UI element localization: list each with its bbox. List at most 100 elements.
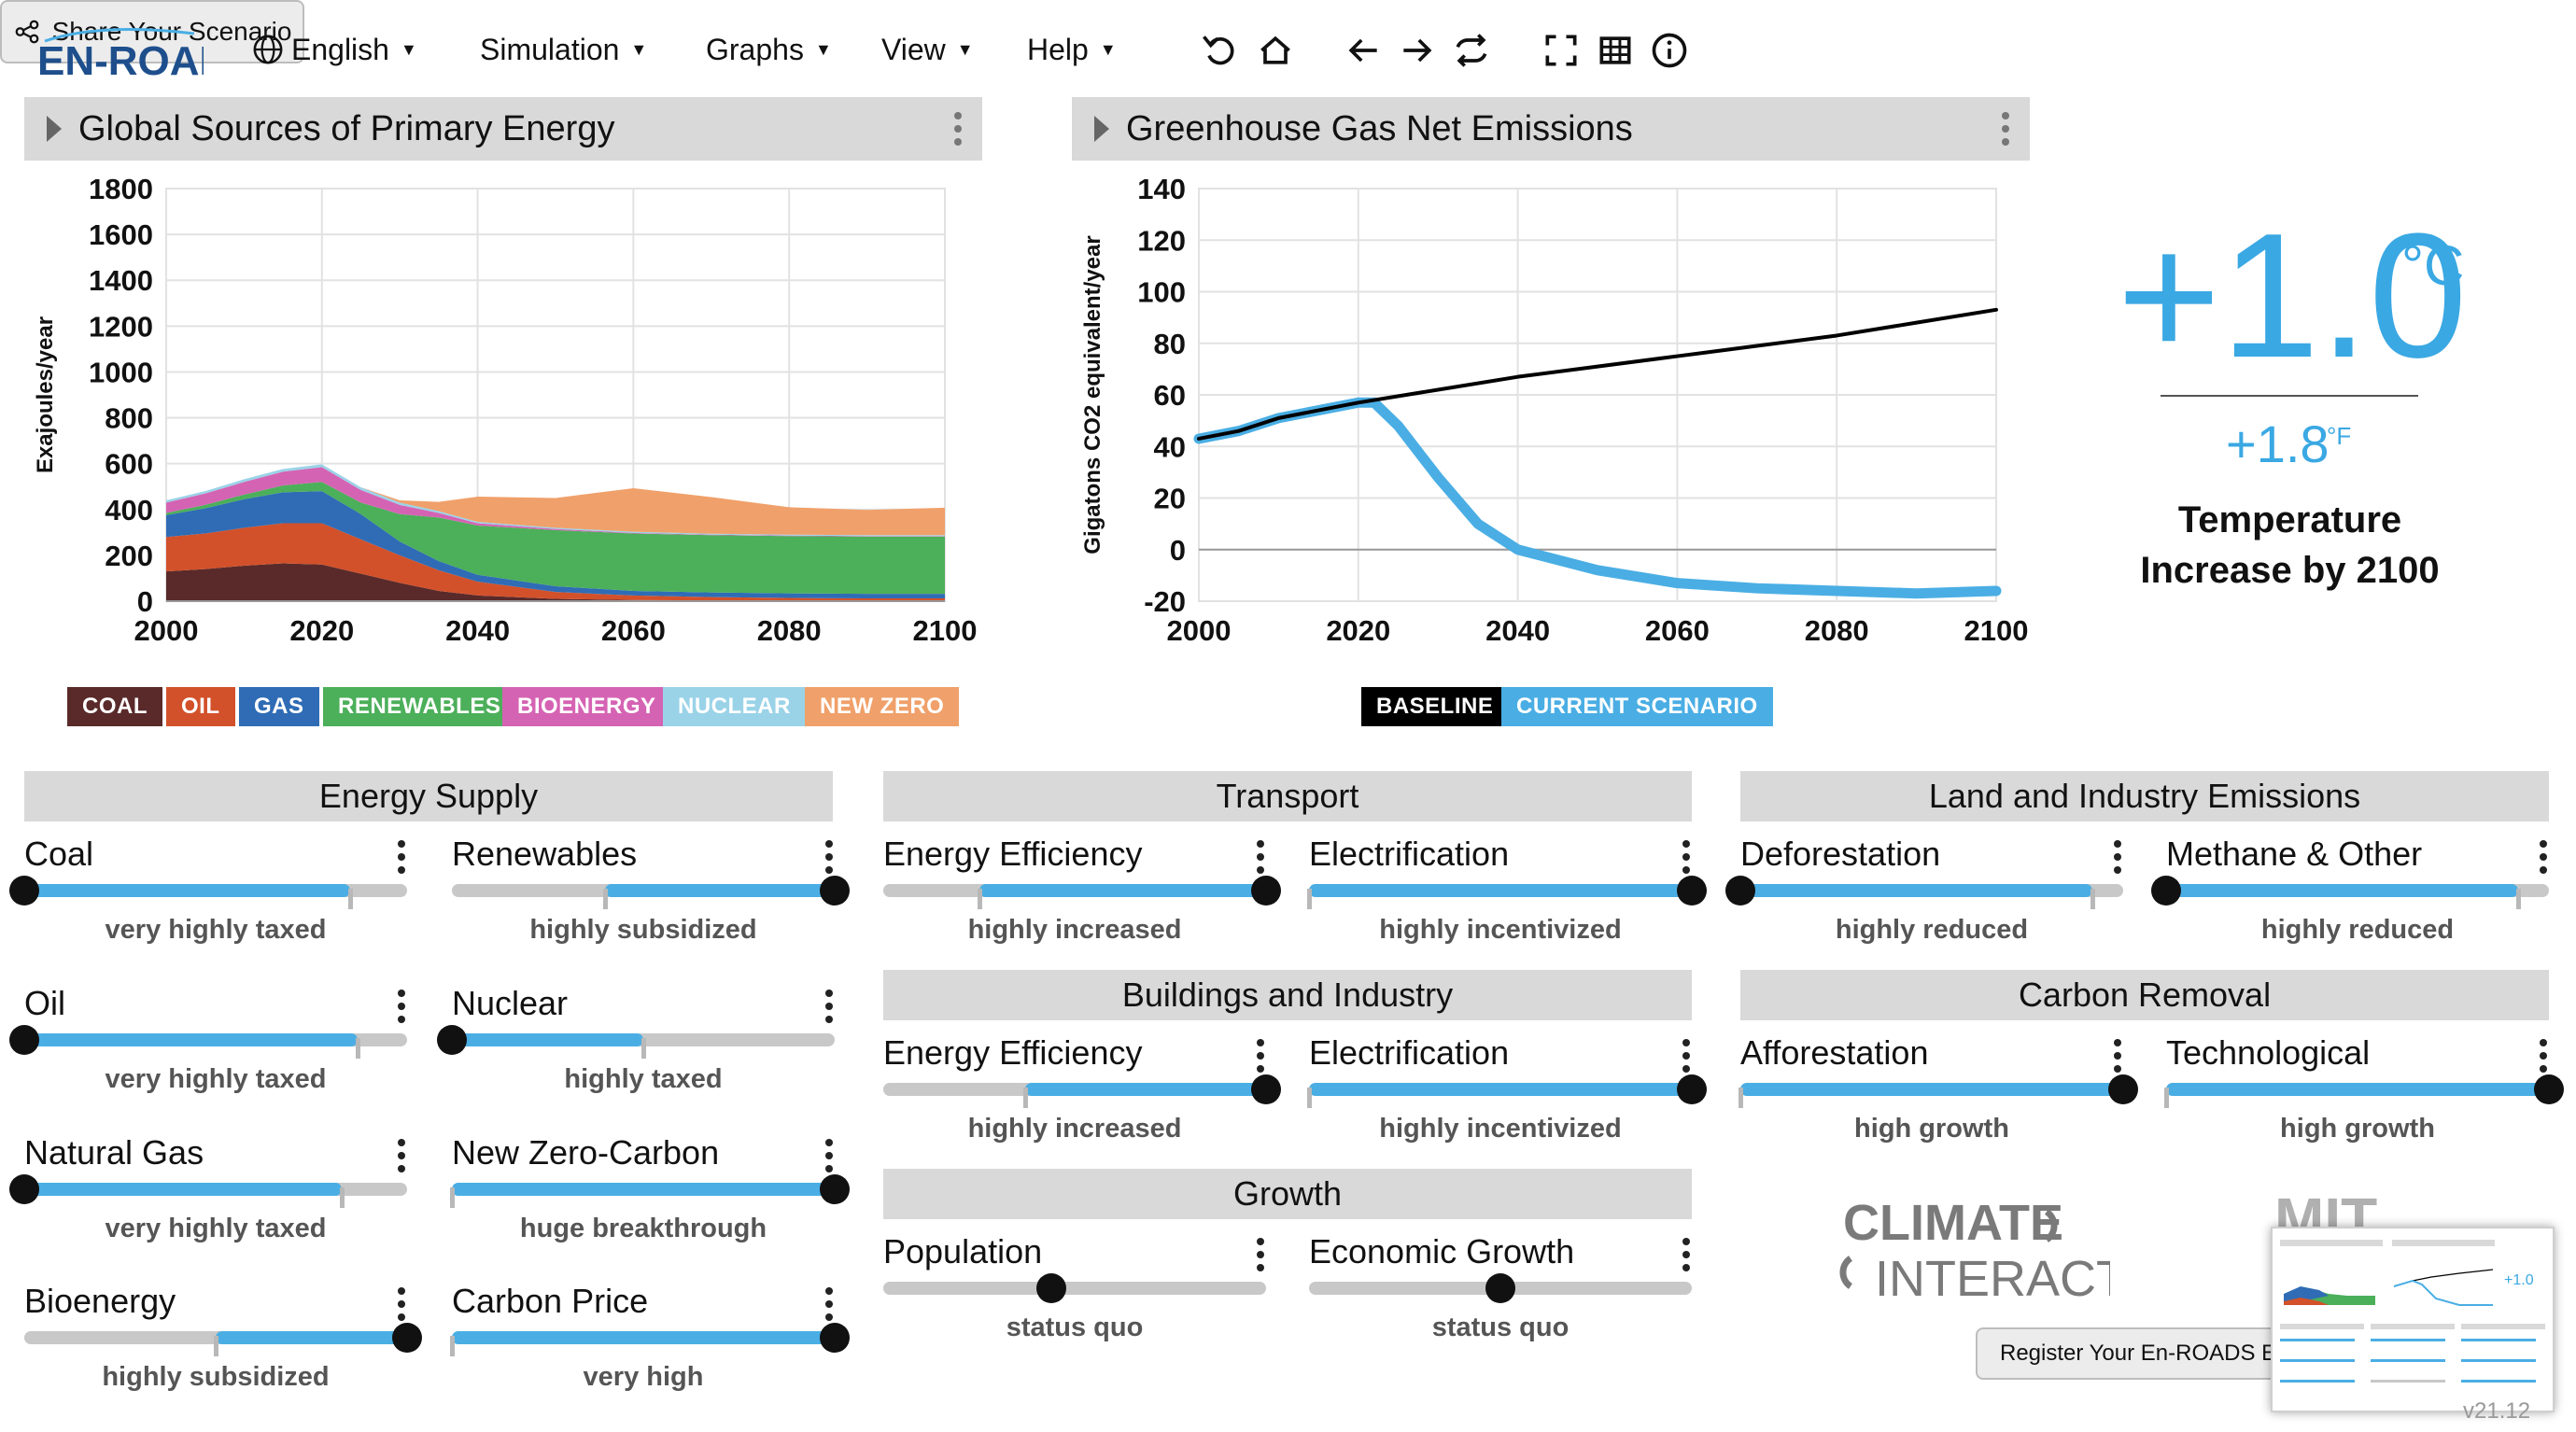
slider-handle[interactable]	[1485, 1273, 1515, 1303]
screenshot-thumbnail[interactable]: +1.0	[2271, 1227, 2555, 1412]
slider-handle[interactable]	[820, 1174, 850, 1204]
menu-view[interactable]: View ▼	[881, 28, 974, 71]
menu-language[interactable]: English ▼	[252, 28, 417, 71]
more-options-icon[interactable]	[396, 838, 407, 876]
expand-triangle-icon[interactable]	[1094, 116, 1109, 142]
slider-track-fill	[452, 1033, 643, 1046]
compare-icon[interactable]	[1451, 30, 1492, 71]
more-options-icon[interactable]	[823, 1137, 835, 1174]
slider-handle[interactable]	[1036, 1273, 1067, 1303]
slider-track[interactable]	[1307, 1074, 1707, 1108]
more-options-icon[interactable]	[952, 110, 964, 147]
slider-track[interactable]	[883, 1074, 1281, 1108]
more-options-icon[interactable]	[1255, 1037, 1266, 1074]
slider-track[interactable]	[1307, 876, 1707, 909]
slider-track[interactable]	[450, 1323, 850, 1356]
en-roads-logo[interactable]: EN-ROADS	[35, 26, 204, 82]
legend-badge-renewables[interactable]: RENEWABLES	[323, 687, 516, 726]
more-options-icon[interactable]	[1681, 838, 1692, 876]
slider-track[interactable]	[2151, 876, 2549, 909]
version-label: v21.12	[2463, 1398, 2531, 1424]
info-icon[interactable]	[1649, 30, 1690, 71]
home-icon[interactable]	[1255, 30, 1296, 71]
graph-right-header[interactable]: Greenhouse Gas Net Emissions	[1072, 97, 2030, 161]
slider-handle[interactable]	[1677, 1074, 1707, 1104]
slider-track[interactable]	[450, 1174, 850, 1208]
slider-track[interactable]	[9, 1025, 407, 1059]
legend-badge-coal[interactable]: COAL	[67, 687, 162, 726]
more-options-icon[interactable]	[1681, 1037, 1692, 1074]
slider-handle[interactable]	[9, 1025, 39, 1055]
legend-badge-bioenergy[interactable]: BIOENERGY	[502, 687, 671, 726]
table-icon[interactable]	[1595, 30, 1636, 71]
forward-icon[interactable]	[1397, 30, 1438, 71]
slider-new-zero-carbon: New Zero-Carbon huge breakthrough	[450, 1133, 850, 1273]
more-options-icon[interactable]	[396, 988, 407, 1025]
legend-badge-new-zero[interactable]: NEW ZERO	[805, 687, 960, 726]
more-options-icon[interactable]	[2538, 1037, 2549, 1074]
more-options-icon[interactable]	[1255, 838, 1266, 876]
temperature-celsius-unit: °C	[2401, 234, 2465, 297]
legend-badge-current-scenario[interactable]: CURRENT SCENARIO	[1501, 687, 1773, 726]
slider-track[interactable]	[24, 1323, 422, 1356]
more-options-icon[interactable]	[2112, 1037, 2123, 1074]
back-icon[interactable]	[1343, 30, 1384, 71]
climate-interactive-logo[interactable]: CLIMATE INTERACTIVE	[1830, 1191, 2110, 1313]
slider-track[interactable]	[452, 876, 850, 909]
slider-transport-efficiency: Energy Efficiency highly increased	[883, 835, 1281, 975]
slider-status: very high	[583, 1362, 704, 1392]
menu-graphs[interactable]: Graphs ▼	[706, 28, 832, 71]
slider-handle[interactable]	[1725, 876, 1755, 906]
register-event-button[interactable]: Register Your En-ROADS Eve	[1976, 1327, 2319, 1380]
energy-y-tick-label: 1600	[89, 218, 153, 251]
slider-handle[interactable]	[1251, 1074, 1281, 1104]
menu-simulation[interactable]: Simulation ▼	[480, 28, 647, 71]
legend-badge-nuclear[interactable]: NUCLEAR	[663, 687, 806, 726]
slider-handle[interactable]	[820, 1323, 850, 1353]
more-options-icon[interactable]	[396, 1137, 407, 1174]
slider-carbon-price: Carbon Price very high	[450, 1282, 850, 1422]
slider-handle[interactable]	[9, 876, 39, 906]
slider-track[interactable]	[1725, 876, 2123, 909]
more-options-icon[interactable]	[2112, 838, 2123, 876]
more-options-icon[interactable]	[1681, 1236, 1692, 1273]
more-options-icon[interactable]	[823, 1285, 835, 1323]
more-options-icon[interactable]	[823, 988, 835, 1025]
slider-track[interactable]	[437, 1025, 835, 1059]
slider-handle[interactable]	[1251, 876, 1281, 906]
more-options-icon[interactable]	[2000, 110, 2011, 147]
more-options-icon[interactable]	[823, 838, 835, 876]
more-options-icon[interactable]	[2538, 838, 2549, 876]
legend-badge-gas[interactable]: GAS	[239, 687, 319, 726]
slider-handle[interactable]	[2534, 1074, 2564, 1104]
slider-handle[interactable]	[2108, 1074, 2138, 1104]
more-options-icon[interactable]	[396, 1285, 407, 1323]
slider-label: Afforestation	[1740, 1033, 1929, 1072]
slider-track[interactable]	[883, 876, 1281, 909]
more-options-icon[interactable]	[1255, 1236, 1266, 1273]
expand-triangle-icon[interactable]	[47, 116, 62, 142]
energy-y-tick-label: 1200	[89, 310, 153, 343]
slider-handle[interactable]	[437, 1025, 467, 1055]
slider-track[interactable]	[883, 1273, 1266, 1303]
slider-handle[interactable]	[2151, 876, 2181, 906]
share-scenario-button[interactable]: Share Your Scenario	[0, 0, 304, 63]
slider-track[interactable]	[1309, 1273, 1692, 1303]
slider-track[interactable]	[9, 876, 407, 909]
legend-badge-baseline[interactable]: BASELINE	[1361, 687, 1509, 726]
slider-track[interactable]	[2164, 1074, 2564, 1108]
slider-handle[interactable]	[9, 1174, 39, 1204]
energy-area-oil	[166, 523, 945, 601]
legend-badge-oil[interactable]: OIL	[166, 687, 235, 726]
slider-handle[interactable]	[1677, 876, 1707, 906]
slider-deforestation: Deforestation highly reduced	[1725, 835, 2123, 975]
undo-icon[interactable]	[1199, 30, 1240, 71]
slider-handle[interactable]	[820, 876, 850, 906]
slider-track[interactable]	[9, 1174, 407, 1208]
menu-help[interactable]: Help ▼	[1027, 28, 1117, 71]
slider-track[interactable]	[1738, 1074, 2138, 1108]
slider-default-marker	[355, 1038, 360, 1059]
fullscreen-icon[interactable]	[1541, 30, 1582, 71]
slider-handle[interactable]	[392, 1323, 422, 1353]
graph-left-header[interactable]: Global Sources of Primary Energy	[24, 97, 982, 161]
